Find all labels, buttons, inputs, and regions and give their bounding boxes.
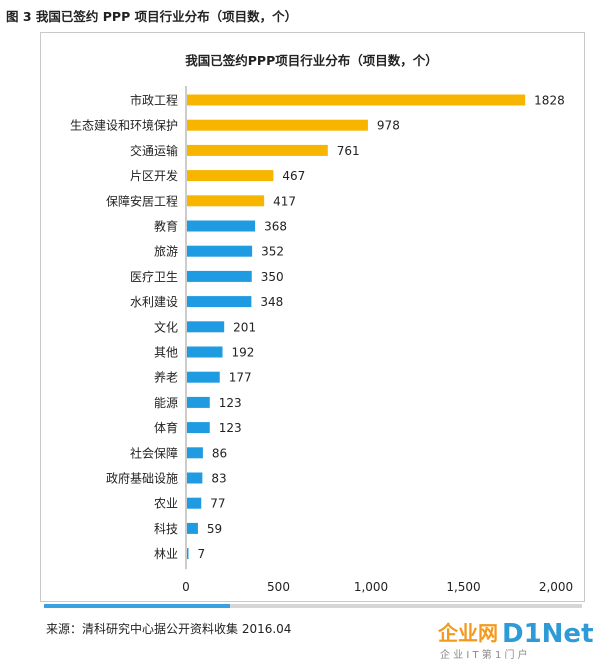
category-label: 医疗卫生 xyxy=(130,270,178,284)
x-tick-label: 1,000 xyxy=(354,580,388,594)
bar xyxy=(187,371,220,383)
source-note: 来源：清科研究中心据公开资料收集 2016.04 xyxy=(46,622,292,636)
bar xyxy=(187,422,210,434)
chart-frame xyxy=(40,32,585,602)
x-tick-label: 0 xyxy=(182,580,190,594)
chart-title: 我国已签约PPP项目行业分布（项目数，个） xyxy=(185,53,438,68)
category-label: 市政工程 xyxy=(130,93,178,108)
data-label: 352 xyxy=(261,245,284,259)
bar xyxy=(187,94,526,106)
category-label: 交通运输 xyxy=(130,143,178,158)
bar xyxy=(187,170,274,182)
category-label: 体育 xyxy=(154,420,178,435)
bar xyxy=(187,220,256,232)
bar xyxy=(187,472,203,484)
bar xyxy=(187,245,253,257)
category-label: 政府基础设施 xyxy=(106,471,178,486)
data-label: 350 xyxy=(261,270,284,284)
bar xyxy=(187,270,252,282)
bar xyxy=(187,144,328,156)
svg-text:企业网: 企业网 xyxy=(437,621,498,645)
bar xyxy=(187,447,203,459)
svg-text:D1Net: D1Net xyxy=(502,619,594,649)
data-label: 83 xyxy=(211,472,226,486)
category-label: 教育 xyxy=(154,219,178,234)
scroll-progress xyxy=(44,604,230,608)
data-label: 123 xyxy=(219,396,242,410)
bar xyxy=(187,346,223,358)
x-tick-label: 2,000 xyxy=(539,580,573,594)
scroll-track xyxy=(44,604,582,608)
data-label: 86 xyxy=(212,446,227,460)
category-label: 保障安居工程 xyxy=(106,193,178,208)
bar xyxy=(187,497,202,509)
figure-caption: 图 3 我国已签约 PPP 项目行业分布（项目数，个） xyxy=(6,9,298,24)
svg-text:企 业 I T 第 1 门 户: 企 业 I T 第 1 门 户 xyxy=(440,648,528,661)
category-label: 养老 xyxy=(154,370,178,385)
data-label: 7 xyxy=(198,547,206,561)
category-label: 片区开发 xyxy=(130,168,178,183)
bar xyxy=(187,321,225,333)
category-label: 旅游 xyxy=(154,245,178,259)
category-label: 社会保障 xyxy=(130,445,178,460)
bar-chart: 市政工程 1828 生态建设和环境保护 978 交通运输 761 片区开发 467 保障安居工程… xyxy=(70,86,573,594)
bar xyxy=(187,119,368,131)
data-label: 348 xyxy=(260,295,283,309)
data-label: 978 xyxy=(377,119,400,133)
category-label: 其他 xyxy=(154,346,178,360)
data-label: 417 xyxy=(273,194,296,208)
data-label: 177 xyxy=(229,371,252,385)
bar xyxy=(187,522,198,534)
data-label: 123 xyxy=(219,421,242,435)
bar xyxy=(187,296,252,308)
data-label: 368 xyxy=(264,220,287,234)
data-label: 59 xyxy=(207,522,222,536)
data-label: 761 xyxy=(337,144,360,158)
category-label: 能源 xyxy=(154,396,178,410)
data-label: 1828 xyxy=(534,94,565,108)
bar xyxy=(187,548,189,560)
x-tick-label: 1,500 xyxy=(446,580,480,594)
data-label: 77 xyxy=(210,497,225,511)
category-label: 科技 xyxy=(154,522,178,536)
data-label: 192 xyxy=(232,346,255,360)
category-label: 水利建设 xyxy=(130,295,178,309)
bar xyxy=(187,396,210,408)
data-label: 467 xyxy=(282,169,305,183)
x-tick-label: 500 xyxy=(267,580,290,594)
bar xyxy=(187,195,265,207)
watermark-logo: 企业网 D1Net 企 业 I T 第 1 门 户 xyxy=(437,619,594,661)
data-label: 201 xyxy=(233,320,256,334)
category-label: 林业 xyxy=(154,547,178,561)
category-label: 农业 xyxy=(154,497,178,511)
category-label: 文化 xyxy=(154,319,178,334)
category-label: 生态建设和环境保护 xyxy=(70,118,178,133)
